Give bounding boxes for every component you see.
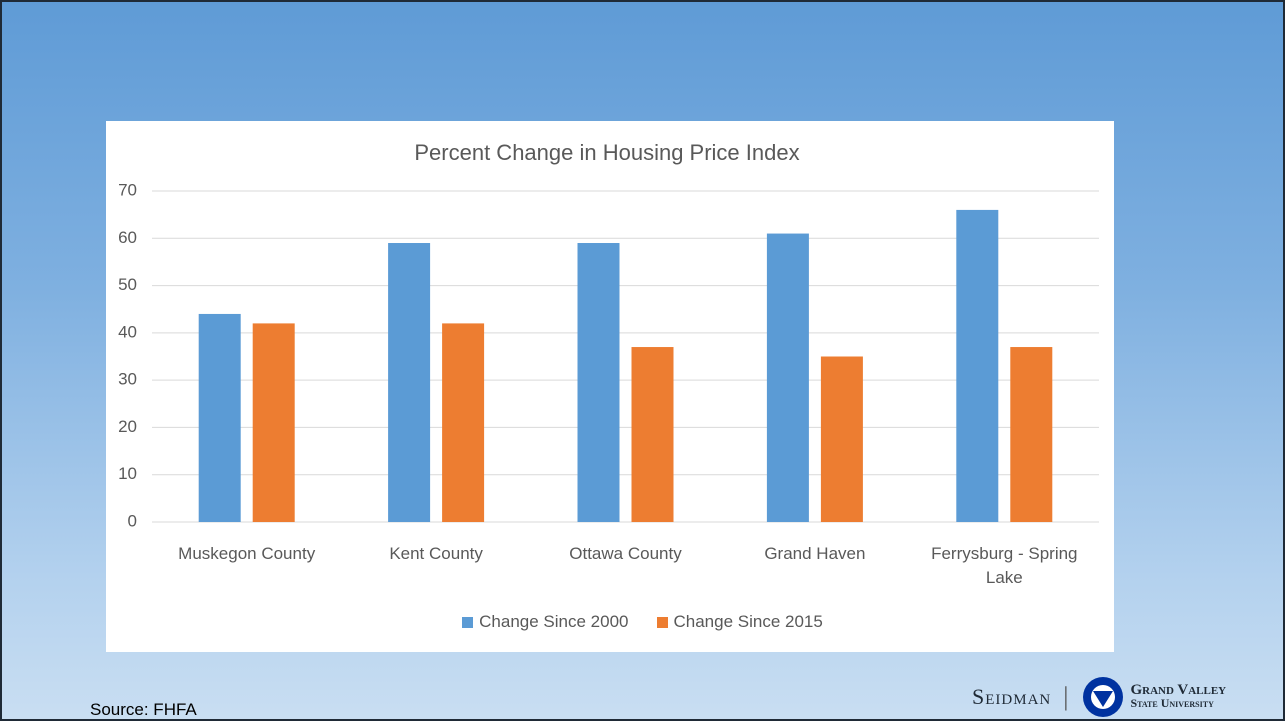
bar <box>956 209 999 522</box>
y-tick-label: 60 <box>118 228 137 247</box>
bar <box>766 233 809 523</box>
legend-item: Change Since 2000 <box>462 612 629 632</box>
y-tick-label: 70 <box>118 180 137 199</box>
chart-title: Percent Change in Housing Price Index <box>414 140 799 165</box>
legend-swatch <box>656 616 668 628</box>
legend-item: Change Since 2015 <box>656 612 823 632</box>
y-tick-label: 30 <box>118 370 137 389</box>
y-tick-label: 20 <box>118 417 137 436</box>
bar <box>1010 347 1053 522</box>
bar <box>820 356 863 522</box>
x-tick-label: Ottawa County <box>569 544 682 563</box>
logo-divider: | <box>1063 682 1069 711</box>
logo-right-bottom: State University <box>1130 696 1214 710</box>
legend-label: Change Since 2015 <box>673 612 823 631</box>
y-tick-label: 40 <box>118 322 137 341</box>
bar <box>388 243 431 522</box>
x-tick-label: Kent County <box>389 544 483 563</box>
x-tick-label: Muskegon County <box>178 544 316 563</box>
logo: Seidman | Grand Valley State University <box>972 674 1227 719</box>
bar <box>577 243 620 522</box>
bar <box>442 323 485 522</box>
y-tick-label: 0 <box>128 511 137 530</box>
logo-left: Seidman <box>972 684 1052 709</box>
x-tick-label: Ferrysburg - Spring Lake <box>931 544 1078 587</box>
legend-label: Change Since 2000 <box>479 612 629 631</box>
bar <box>198 313 241 522</box>
y-tick-label: 10 <box>118 464 137 483</box>
logo-icon <box>1083 677 1124 717</box>
bar <box>631 347 674 522</box>
y-tick-label: 50 <box>118 275 137 294</box>
legend-swatch <box>462 616 474 628</box>
legend: Change Since 2000 Change Since 2015 <box>2 612 1283 632</box>
logo-right-top: Grand Valley <box>1130 682 1227 698</box>
bar <box>252 323 295 522</box>
source: Source: FHFA <box>90 700 197 719</box>
x-tick-label: Grand Haven <box>764 544 866 563</box>
